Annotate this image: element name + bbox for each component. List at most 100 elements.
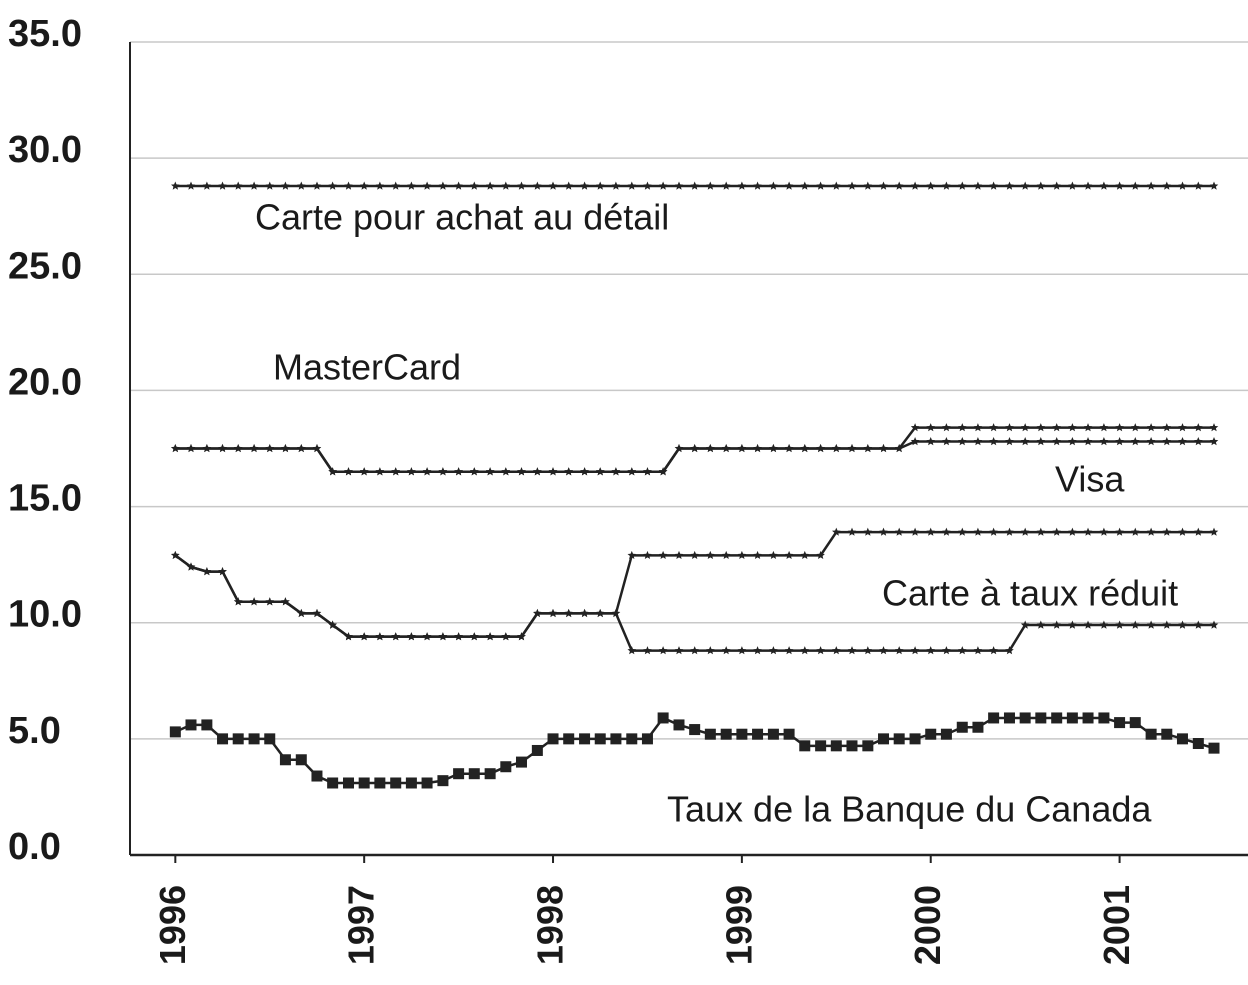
marker (1209, 620, 1219, 629)
marker (893, 733, 905, 745)
marker (863, 181, 873, 190)
marker (767, 728, 779, 740)
marker (909, 733, 921, 745)
marker (265, 444, 274, 453)
marker (690, 550, 699, 559)
marker (391, 181, 400, 190)
marker (312, 608, 322, 618)
marker (1083, 437, 1093, 446)
marker (375, 181, 385, 190)
marker (202, 567, 212, 576)
marker (989, 181, 998, 190)
marker (894, 646, 904, 655)
marker (1176, 733, 1188, 745)
marker (375, 632, 385, 641)
marker (832, 181, 841, 190)
marker (1131, 437, 1140, 446)
marker (658, 467, 668, 476)
marker (217, 733, 229, 745)
marker (863, 444, 873, 453)
marker (281, 444, 290, 453)
marker (673, 719, 685, 731)
marker (784, 181, 794, 190)
marker (1083, 527, 1093, 536)
marker (344, 632, 353, 641)
marker (1005, 423, 1014, 432)
marker (862, 740, 874, 752)
marker (391, 632, 400, 641)
marker (454, 467, 463, 476)
marker (515, 756, 527, 768)
marker (800, 444, 809, 453)
marker (1145, 728, 1157, 740)
marker (531, 744, 543, 756)
marker (171, 181, 180, 190)
marker (942, 646, 951, 655)
marker (1209, 423, 1219, 432)
marker (312, 181, 322, 190)
marker (1178, 181, 1187, 190)
marker (517, 181, 526, 190)
marker (973, 437, 983, 446)
marker (264, 733, 276, 745)
marker (1068, 620, 1077, 629)
marker (454, 632, 463, 641)
marker (1035, 712, 1047, 724)
marker (643, 550, 652, 559)
marker (611, 467, 621, 476)
marker (643, 646, 652, 655)
marker (468, 768, 480, 780)
marker (186, 562, 196, 571)
marker (1051, 712, 1063, 724)
y-tick-label: 10.0 (8, 594, 82, 636)
x-tick-label: 1999 (718, 885, 759, 965)
marker (485, 181, 495, 190)
marker (1162, 527, 1172, 536)
marker (501, 181, 511, 190)
marker (1162, 620, 1172, 629)
marker (1098, 712, 1110, 724)
marker (910, 181, 920, 190)
marker (989, 527, 998, 536)
marker (454, 181, 463, 190)
marker (186, 181, 196, 190)
marker (816, 444, 825, 453)
marker (328, 620, 337, 629)
marker (1114, 717, 1126, 729)
marker (674, 550, 684, 559)
marker (1036, 423, 1046, 432)
marker (596, 181, 605, 190)
marker (690, 646, 699, 655)
marker (328, 181, 337, 190)
marker (233, 181, 243, 190)
marker (972, 721, 984, 733)
marker (973, 423, 983, 432)
marker (926, 437, 935, 446)
marker (830, 740, 842, 752)
marker (1209, 527, 1219, 536)
marker (533, 608, 542, 618)
marker (1115, 620, 1124, 629)
marker (1052, 437, 1061, 446)
marker (1099, 620, 1109, 629)
marker (1036, 620, 1046, 629)
marker (1020, 181, 1030, 190)
marker (311, 770, 323, 782)
marker (1068, 527, 1077, 536)
marker (706, 646, 715, 655)
marker (438, 181, 448, 190)
marker (1003, 712, 1015, 724)
marker (580, 181, 589, 190)
marker (769, 444, 778, 453)
marker (816, 181, 825, 190)
marker (1178, 437, 1187, 446)
marker (737, 646, 747, 655)
marker (784, 550, 794, 559)
marker (1194, 423, 1203, 432)
marker (218, 444, 227, 453)
marker (563, 733, 575, 745)
marker (1115, 181, 1124, 190)
marker (926, 181, 935, 190)
marker (249, 597, 259, 606)
marker (596, 467, 605, 476)
